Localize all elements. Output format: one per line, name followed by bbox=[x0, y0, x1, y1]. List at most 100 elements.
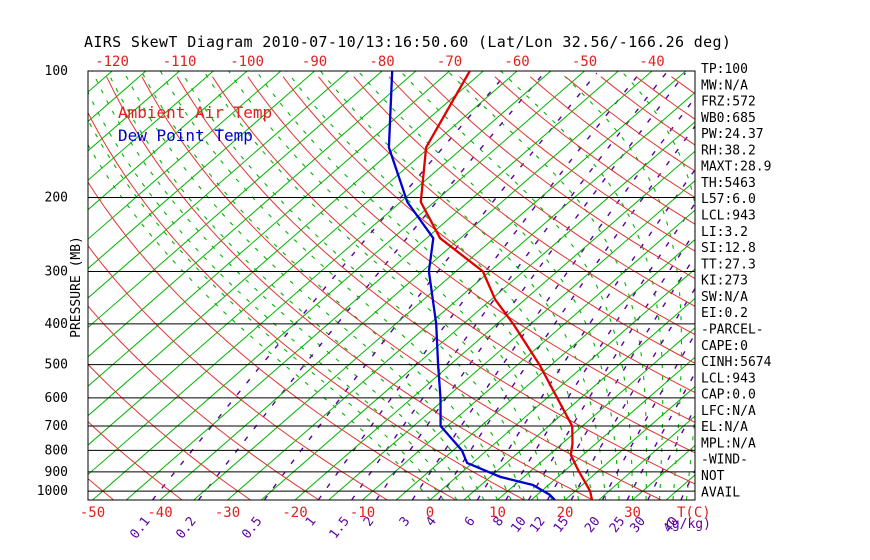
stat-item: KI:273 bbox=[701, 274, 748, 289]
dry-adiabat-line bbox=[529, 76, 695, 199]
isotherm-line bbox=[159, 71, 653, 500]
dry-adiabat-line bbox=[282, 76, 695, 394]
stat-item: SW:N/A bbox=[701, 290, 748, 305]
isotherm-line bbox=[88, 71, 180, 152]
dry-adiabat-line bbox=[388, 76, 695, 307]
mixing-ratio-line bbox=[375, 72, 686, 500]
dry-adiabat-line bbox=[0, 77, 45, 500]
isotherm-line bbox=[88, 71, 417, 358]
isotherm-line bbox=[125, 71, 619, 500]
stat-item: EL:N/A bbox=[701, 420, 748, 435]
stat-item: TP:100 bbox=[701, 62, 748, 77]
isotherm-line bbox=[429, 268, 695, 500]
isotherm-line bbox=[88, 71, 349, 299]
dry-adiabat-line bbox=[106, 76, 593, 500]
bottom-temp-tick-label: 0 bbox=[426, 505, 434, 521]
mixing-ratio-line bbox=[411, 96, 695, 500]
dry-adiabat-line bbox=[212, 76, 695, 454]
mixing-ratio-tick-label: 20 bbox=[582, 514, 603, 536]
bottom-temp-tick-label: -40 bbox=[147, 505, 172, 521]
mixing-ratio-tick-label: 12 bbox=[527, 514, 548, 536]
isotherm-line bbox=[0, 71, 11, 500]
mixing-ratio-tick-label: 0.2 bbox=[173, 514, 199, 542]
dry-adiabat-line bbox=[141, 76, 662, 500]
legend-dew-point: Dew Point Temp bbox=[118, 126, 253, 145]
mixing-ratio-line bbox=[197, 72, 545, 500]
moist-adiabat-line bbox=[228, 71, 566, 500]
bottom-temp-tick-label: 10 bbox=[489, 505, 506, 521]
dry-adiabat-line bbox=[88, 181, 457, 500]
temp-axis-unit-label: T(C) bbox=[677, 505, 711, 521]
moist-adiabat-line bbox=[88, 119, 444, 500]
pressure-tick-label: 600 bbox=[45, 391, 68, 406]
moist-adiabat-line bbox=[107, 71, 485, 500]
bottom-temp-tick-label: -20 bbox=[282, 505, 307, 521]
top-temp-tick-label: -70 bbox=[437, 54, 462, 70]
stat-item: LFC:N/A bbox=[701, 404, 756, 419]
bottom-temp-tick-label: -50 bbox=[80, 505, 105, 521]
isotherm-line bbox=[530, 356, 695, 500]
stat-item: SI:12.8 bbox=[701, 241, 756, 256]
pressure-tick-label: 700 bbox=[45, 419, 68, 434]
pressure-tick-label: 1000 bbox=[37, 484, 68, 499]
stat-item: MPL:N/A bbox=[701, 436, 756, 451]
stat-item: LCL:943 bbox=[701, 209, 756, 224]
ambient-temp-curve bbox=[419, 71, 594, 500]
legend-ambient-temp: Ambient Air Temp bbox=[118, 103, 272, 122]
bottom-temp-tick-label: -30 bbox=[215, 505, 240, 521]
dry-adiabat-line bbox=[88, 244, 388, 500]
bottom-temp-tick-label: 30 bbox=[624, 505, 641, 521]
isotherm-line bbox=[395, 238, 695, 500]
top-temp-tick-label: -100 bbox=[230, 54, 264, 70]
pressure-tick-label: 400 bbox=[45, 317, 68, 332]
dry-adiabat-line bbox=[318, 76, 695, 364]
dry-adiabat-line bbox=[88, 477, 114, 500]
pressure-tick-label: 300 bbox=[45, 264, 68, 279]
mixing-ratio-tick-label: 3 bbox=[397, 514, 414, 529]
stat-item: L57:6.0 bbox=[701, 192, 756, 207]
stat-item: TH:5463 bbox=[701, 176, 756, 191]
isotherm-line bbox=[463, 297, 695, 500]
mixing-ratio-tick-label: 1 bbox=[303, 514, 320, 529]
stat-item: EI:0.2 bbox=[701, 306, 748, 321]
top-temp-tick-label: -90 bbox=[302, 54, 327, 70]
mixing-axis-unit-label: (g/kg) bbox=[664, 517, 711, 532]
isotherm-line bbox=[260, 121, 695, 500]
stat-item: TT:27.3 bbox=[701, 257, 756, 272]
isotherm-line bbox=[328, 180, 695, 500]
moist-adiabat-line bbox=[320, 71, 607, 500]
bottom-temp-tick-label: -10 bbox=[350, 505, 375, 521]
pressure-tick-label: 100 bbox=[45, 64, 68, 79]
chart-title: AIRS SkewT Diagram 2010-07-10/13:16:50.6… bbox=[84, 33, 732, 51]
isotherm-line bbox=[88, 71, 113, 93]
isotherm-line bbox=[598, 415, 695, 500]
top-temp-tick-label: -40 bbox=[639, 54, 664, 70]
isotherm-line bbox=[88, 71, 552, 476]
stat-item: AVAIL bbox=[701, 485, 740, 500]
isotherm-line bbox=[88, 71, 214, 181]
dry-adiabat-line bbox=[176, 76, 695, 485]
moist-adiabat-line bbox=[357, 71, 620, 500]
isotherm-line bbox=[88, 71, 484, 417]
pressure-tick-label: 500 bbox=[45, 358, 68, 373]
isotherm-line bbox=[0, 71, 78, 500]
mixing-ratio-line bbox=[647, 406, 695, 500]
top-temp-tick-label: -110 bbox=[163, 54, 197, 70]
isotherm-line bbox=[227, 91, 695, 500]
isotherm-line bbox=[497, 327, 695, 500]
stat-item: -PARCEL- bbox=[701, 322, 764, 337]
dry-adiabat-line bbox=[88, 421, 183, 500]
pressure-tick-label: 800 bbox=[45, 443, 68, 458]
isotherm-line bbox=[0, 71, 45, 500]
dry-adiabat-line bbox=[494, 76, 695, 225]
top-temp-tick-label: -120 bbox=[95, 54, 129, 70]
stat-item: LI:3.2 bbox=[701, 225, 748, 240]
isotherm-line bbox=[88, 71, 282, 240]
stat-item: -WIND- bbox=[701, 453, 748, 468]
mixing-ratio-line bbox=[151, 72, 508, 500]
moist-adiabat-line bbox=[447, 71, 648, 500]
stat-item: MAXT:28.9 bbox=[701, 160, 771, 175]
moist-adiabat-line bbox=[399, 71, 634, 500]
dew-point-curve bbox=[387, 71, 556, 500]
